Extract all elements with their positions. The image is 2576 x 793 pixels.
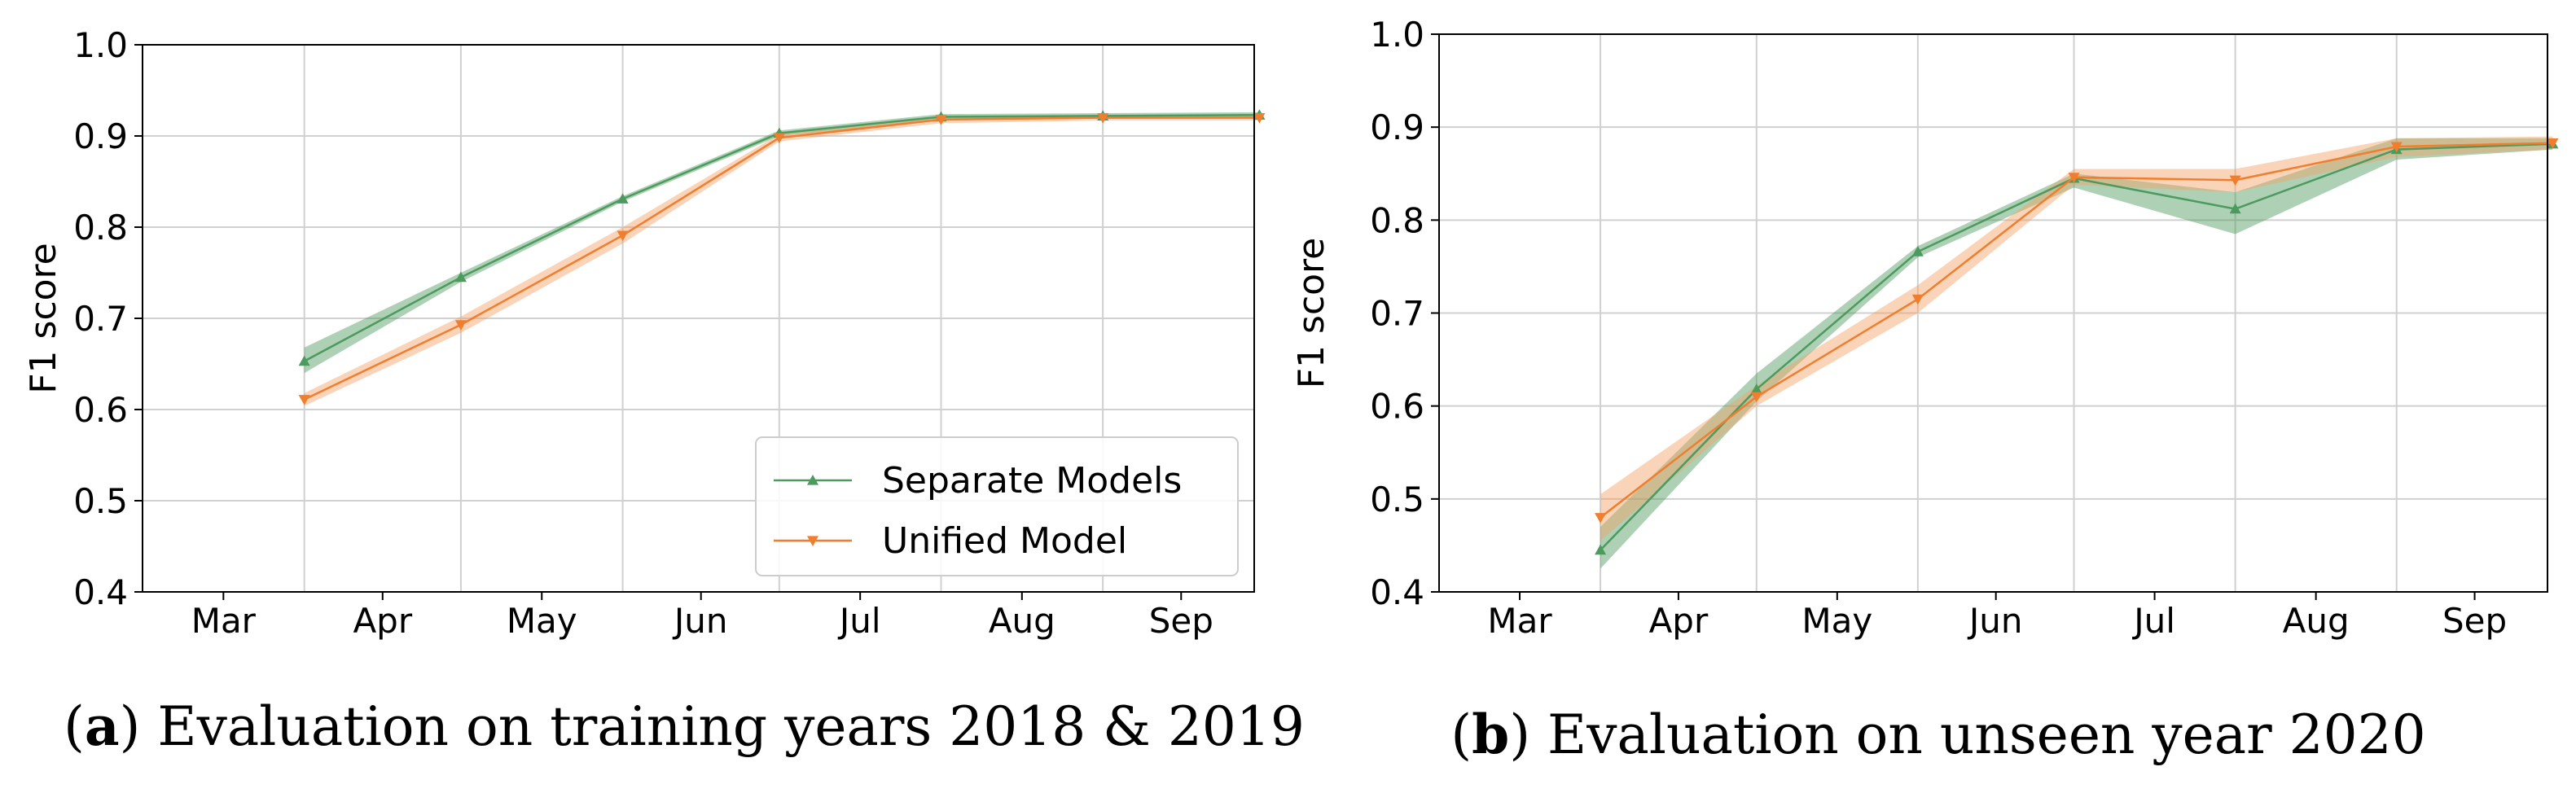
panel-a-ylabel: F1 score — [23, 243, 64, 394]
panel-a-ytick-label: 0.5 — [73, 481, 128, 521]
panel-a-unified-point — [935, 115, 947, 125]
legend-unified-marker — [807, 536, 818, 546]
panel-b-separate-point — [2229, 203, 2241, 214]
panel-a-unified-band — [304, 115, 1260, 406]
panel-b-ytick-label: 1.0 — [1370, 15, 1424, 55]
panel-b-separate-band — [1600, 138, 2553, 569]
panel-b-unified-band — [1600, 136, 2553, 541]
panel-b-xtick-label: Apr — [1649, 601, 1709, 641]
panel-a-ytick-label: 0.7 — [73, 299, 128, 339]
panel-a-xtick-label: Jun — [672, 601, 728, 641]
panel-b-xtick-label: Jul — [2131, 601, 2175, 641]
panel-a: 0.4 0.5 0.6 0.7 0.8 0.9 1.0 Mar Apr May Jun Jul Aug… — [23, 25, 1305, 758]
panel-b-unified-line — [1600, 142, 2553, 519]
legend-box — [755, 436, 1239, 576]
panel-a-xtick-label: Sep — [1149, 601, 1213, 641]
panel-a-separate-point — [617, 193, 629, 204]
panel-b-ytick-label: 0.7 — [1370, 294, 1424, 334]
panel-b-ytick-label: 0.6 — [1370, 387, 1424, 427]
panel-a-unified-point — [617, 230, 629, 242]
panel-b-xticks: Mar Apr May Jun Jul Aug Sep — [1487, 592, 2507, 641]
legend-separate-marker — [807, 475, 818, 485]
panel-a-unified-point — [454, 320, 467, 331]
panel-a-xtick-label: Apr — [353, 601, 412, 641]
panel-b-separate-line — [1600, 142, 2553, 551]
legend-separate-label: Separate Models — [882, 460, 1182, 502]
panel-b-xtick-label: Sep — [2442, 601, 2507, 641]
panel-a-xticks: Mar Apr May Jun Jul Aug Sep — [191, 592, 1213, 641]
panel-a-caption-text: Evaluation on training years 2018 & 2019 — [157, 695, 1304, 758]
panel-a-lines — [298, 109, 1266, 405]
panel-b-caption: (b) Evaluation on unseen year 2020 — [1450, 703, 2425, 766]
panel-b-caption-text: Evaluation on unseen year 2020 — [1547, 703, 2426, 766]
panel-b-unified-point — [2229, 175, 2241, 186]
panel-a-ytick-label: 0.8 — [73, 208, 128, 248]
panel-a-ytick-label: 0.6 — [73, 390, 128, 430]
panel-a-ytick-label: 0.4 — [73, 572, 128, 612]
panel-b-xtick-label: Jun — [1967, 601, 2023, 641]
panel-a-ytick-label: 1.0 — [73, 25, 128, 65]
panel-a-unified-point — [1097, 113, 1109, 124]
panel-a-separate-point — [298, 355, 310, 366]
panel-a-xtick-label: Mar — [191, 601, 257, 641]
panel-b-separate-point — [1911, 246, 1924, 256]
panel-b-unified-point — [1595, 513, 1607, 524]
panel-b-unified-point — [2390, 142, 2403, 153]
panel-b-lines — [1595, 138, 2559, 555]
panel-b-bands — [1600, 136, 2553, 569]
panel-b-unified-point — [1911, 294, 1924, 305]
panel-b-unified-point — [1750, 392, 1762, 403]
panel-b: 0.4 0.5 0.6 0.7 0.8 0.9 1.0 Mar Apr May Jun Jul Aug… — [1291, 15, 2559, 766]
panel-b-ytick-label: 0.4 — [1370, 572, 1424, 612]
panel-b-caption-letter: b — [1472, 703, 1509, 766]
panel-a-yticks: 0.4 0.5 0.6 0.7 0.8 0.9 1.0 — [73, 25, 143, 612]
panel-b-separate-point — [1750, 383, 1762, 394]
panel-a-separate-point — [454, 271, 467, 283]
panel-b-xtick-label: Mar — [1487, 601, 1552, 641]
panel-b-ytick-label: 0.5 — [1370, 480, 1424, 519]
legend-unified-label: Unified Model — [882, 520, 1127, 562]
panel-b-yticks: 0.4 0.5 0.6 0.7 0.8 0.9 1.0 — [1370, 15, 1439, 612]
panel-a-unified-point — [773, 133, 785, 144]
panel-a-ytick-label: 0.9 — [73, 116, 128, 156]
panel-a-legend: Separate Models Unified Model — [755, 436, 1239, 576]
panel-b-ytick-label: 0.8 — [1370, 200, 1424, 240]
panel-b-xtick-label: Aug — [2283, 601, 2350, 641]
panel-a-xtick-label: May — [507, 601, 577, 641]
panel-a-caption-letter: a — [85, 694, 120, 758]
panel-a-bands — [304, 112, 1260, 406]
panel-a-unified-line — [304, 116, 1260, 401]
panel-b-xtick-label: May — [1801, 601, 1872, 641]
panel-a-xtick-label: Jul — [837, 601, 881, 641]
panel-a-unified-point — [1253, 113, 1266, 124]
panel-a-caption: (a) Evaluation on training years 2018 & … — [64, 694, 1305, 758]
panel-b-unified-point — [2547, 138, 2559, 149]
panel-b-unified-point — [2068, 173, 2080, 183]
panel-b-ytick-label: 0.9 — [1370, 107, 1424, 147]
panel-b-separate-point — [1595, 544, 1607, 555]
panel-a-xtick-label: Aug — [989, 601, 1055, 641]
panel-a-unified-point — [298, 395, 310, 405]
panel-b-ylabel: F1 score — [1291, 238, 1332, 389]
